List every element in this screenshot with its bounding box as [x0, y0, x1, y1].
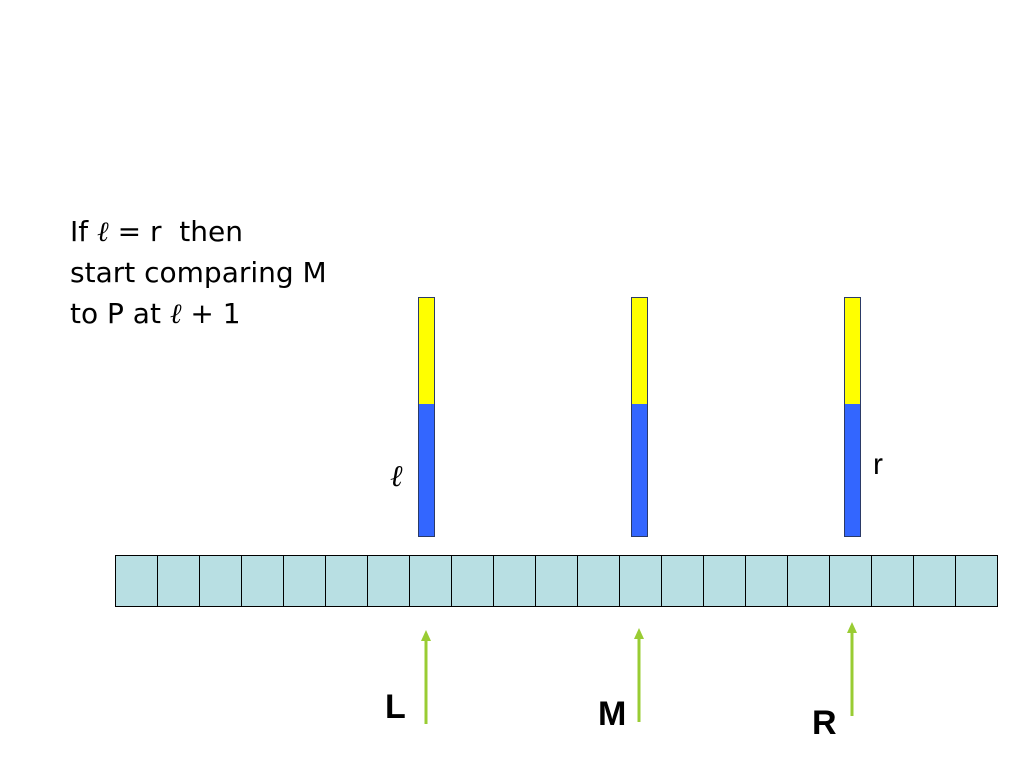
- ell-symbol: ℓ: [97, 215, 109, 248]
- array-cell: [536, 555, 578, 607]
- arrow-l-head: [421, 630, 431, 641]
- bar-middle: [631, 297, 648, 537]
- caption-text: If ℓ = r then start comparing M to P at …: [70, 211, 327, 334]
- arrow-r-head: [847, 622, 857, 633]
- bar-left-yellow-segment: [419, 298, 434, 404]
- array-cell: [956, 555, 998, 607]
- array-cell: [788, 555, 830, 607]
- array-cell: [578, 555, 620, 607]
- arrow-up-icon: [634, 628, 644, 722]
- array-strip: [115, 555, 998, 607]
- arrow-up-icon: [421, 630, 431, 724]
- array-cell: [242, 555, 284, 607]
- bar-left-blue-segment: [419, 404, 434, 536]
- bar-middle-yellow-segment: [632, 298, 647, 404]
- array-cell: [620, 555, 662, 607]
- bar-left: [418, 297, 435, 537]
- array-cell: [410, 555, 452, 607]
- pointer-label-m: M: [598, 695, 627, 733]
- array-cell: [158, 555, 200, 607]
- bar-left-label: ℓ: [390, 459, 403, 494]
- bar-right-blue-segment: [845, 404, 860, 536]
- array-cell: [326, 555, 368, 607]
- caption-line-3: to P at ℓ + 1: [70, 297, 241, 330]
- array-cell: [872, 555, 914, 607]
- arrow-up-icon: [847, 622, 857, 716]
- array-cell: [494, 555, 536, 607]
- pointer-label-r: R: [812, 704, 837, 742]
- array-cell: [704, 555, 746, 607]
- bar-right-label: r: [873, 448, 883, 481]
- bar-middle-blue-segment: [632, 404, 647, 536]
- array-cell: [452, 555, 494, 607]
- array-cell: [368, 555, 410, 607]
- ell-symbol: ℓ: [169, 297, 182, 330]
- bar-right-yellow-segment: [845, 298, 860, 404]
- arrow-m-head: [634, 628, 644, 639]
- bar-right: [844, 297, 861, 537]
- array-cell: [746, 555, 788, 607]
- array-cell: [830, 555, 872, 607]
- array-cell: [200, 555, 242, 607]
- array-cell: [284, 555, 326, 607]
- caption-line-1: If ℓ = r then: [70, 215, 243, 248]
- array-cell: [116, 555, 158, 607]
- array-cell: [914, 555, 956, 607]
- caption-line-2: start comparing M: [70, 256, 327, 289]
- pointer-label-l: L: [385, 688, 406, 726]
- array-cell: [662, 555, 704, 607]
